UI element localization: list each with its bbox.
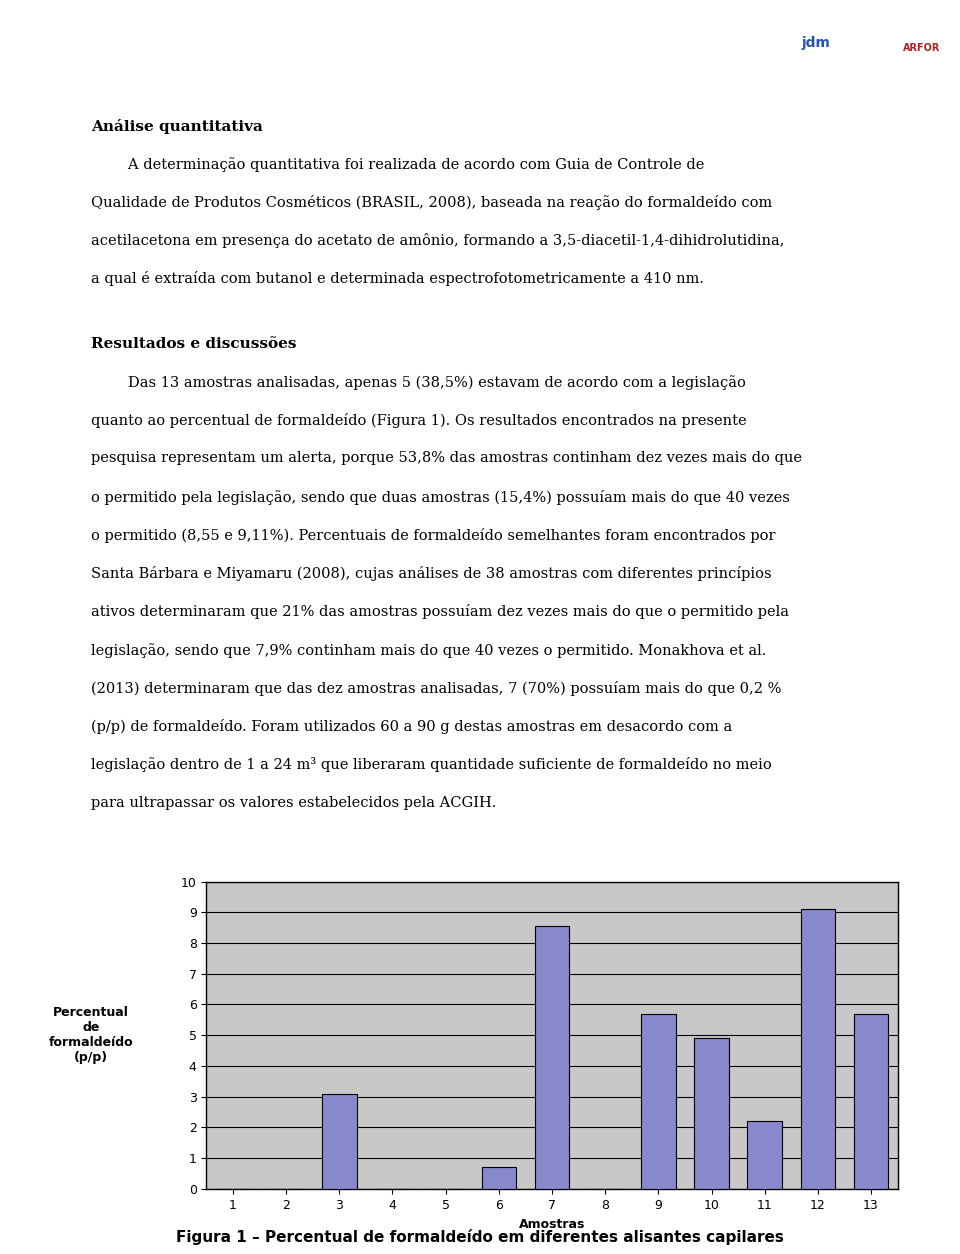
Bar: [853, 1013, 888, 1189]
Text: HI
Mostra: HI Mostra: [631, 48, 675, 69]
Bar: [322, 1093, 356, 1189]
Text: pesquisa representam um alerta, porque 53,8% das amostras continham dez vezes ma: pesquisa representam um alerta, porque 5…: [91, 451, 803, 465]
Text: (2013) determinaram que das dez amostras analisadas, 7 (70%) possuíam mais do qu: (2013) determinaram que das dez amostras…: [91, 681, 781, 696]
Text: A determinação quantitativa foi realizada de acordo com Guia de Controle de: A determinação quantitativa foi realizad…: [91, 157, 705, 172]
Text: Percentual
de
formaldeído
(p/p): Percentual de formaldeído (p/p): [49, 1006, 133, 1065]
Bar: [482, 1167, 516, 1189]
Text: Resultados e discussões: Resultados e discussões: [91, 337, 297, 351]
Text: XVI
Mostra: XVI Mostra: [554, 38, 598, 59]
Text: ARFOR: ARFOR: [903, 43, 940, 53]
Text: para ultrapassar os valores estabelecidos pela ACGIH.: para ultrapassar os valores estabelecido…: [91, 795, 496, 810]
Text: Qualidade de Produtos Cosméticos (BRASIL, 2008), baseada na reação do formaldeíd: Qualidade de Produtos Cosméticos (BRASIL…: [91, 196, 773, 209]
Text: Figura 1 – Percentual de formaldeído em diferentes alisantes capilares: Figura 1 – Percentual de formaldeído em …: [176, 1229, 784, 1245]
Text: ativos determinaram que 21% das amostras possuíam dez vezes mais do que o permit: ativos determinaram que 21% das amostras…: [91, 604, 789, 619]
Text: XVIII
Seminário: XVIII Seminário: [425, 45, 496, 73]
Bar: [748, 1121, 782, 1189]
Text: Santa Bárbara e Miyamaru (2008), cujas análises de 38 amostras com diferentes pr: Santa Bárbara e Miyamaru (2008), cujas a…: [91, 566, 772, 581]
Text: o permitido pela legislação, sendo que duas amostras (15,4%) possuíam mais do qu: o permitido pela legislação, sendo que d…: [91, 489, 790, 504]
Text: (p/p) de formaldeído. Foram utilizados 60 a 90 g destas amostras em desacordo co: (p/p) de formaldeído. Foram utilizados 6…: [91, 719, 732, 734]
Text: a qual é extraída com butanol e determinada espectrofotometricamente a 410 nm.: a qual é extraída com butanol e determin…: [91, 271, 705, 286]
Text: quanto ao percentual de formaldeído (Figura 1). Os resultados encontrados na pre: quanto ao percentual de formaldeído (Fig…: [91, 413, 747, 428]
Bar: [641, 1013, 676, 1189]
Text: legislação dentro de 1 a 24 m³ que liberaram quantidade suficiente de formaldeíd: legislação dentro de 1 a 24 m³ que liber…: [91, 757, 772, 772]
Text: 05, 06 e 07 de nov.13: 05, 06 e 07 de nov.13: [199, 33, 320, 43]
Text: Análise quantitativa: Análise quantitativa: [91, 119, 263, 134]
Text: legislação, sendo que 7,9% continham mais do que 40 vezes o permitido. Monakhova: legislação, sendo que 7,9% continham mai…: [91, 642, 767, 657]
Bar: [801, 909, 835, 1189]
Text: acetilacetona em presença do acetato de amônio, formando a 3,5-diacetil-1,4-dihi: acetilacetona em presença do acetato de …: [91, 233, 784, 248]
Text: Das 13 amostras analisadas, apenas 5 (38,5%) estavam de acordo com a legislação: Das 13 amostras analisadas, apenas 5 (38…: [91, 375, 746, 390]
Bar: [694, 1038, 729, 1189]
Text: o permitido (8,55 e 9,11%). Percentuais de formaldeído semelhantes foram encontr: o permitido (8,55 e 9,11%). Percentuais …: [91, 528, 776, 543]
Bar: [535, 927, 569, 1189]
X-axis label: Amostras: Amostras: [518, 1219, 586, 1231]
Text: jdm: jdm: [802, 35, 830, 50]
